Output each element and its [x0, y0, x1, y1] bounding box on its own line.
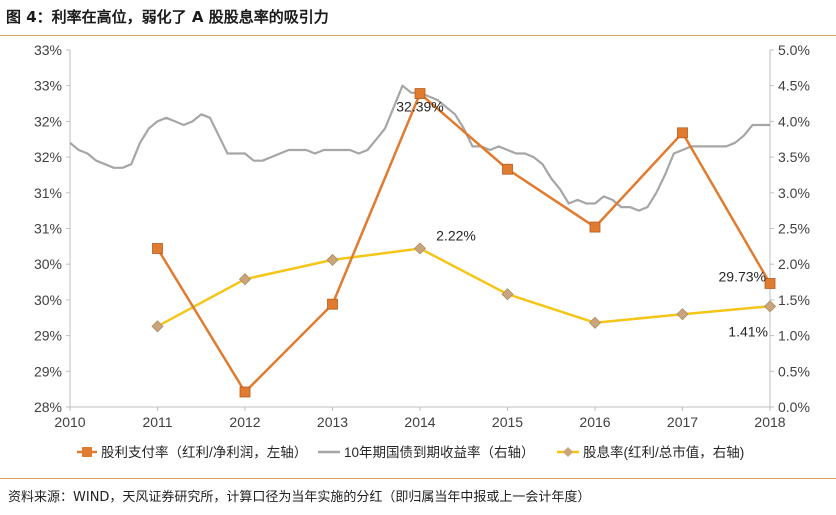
x-tick-label: 2018	[754, 414, 785, 430]
data-label: 2.22%	[436, 227, 476, 243]
dividend-yield-marker	[413, 242, 427, 255]
tick-labels-group: 28% 29% 29% 30% 30% 31% 31% 32% 32% 33% 33% 0.0% 0.5…	[34, 42, 810, 430]
annotations-group: 32.39% 2.22% 29.73% 1.41%	[396, 99, 768, 340]
dividend-yield-marker	[238, 273, 252, 286]
left-tick-label: 29%	[34, 328, 62, 344]
data-label: 29.73%	[719, 268, 766, 284]
left-tick-label: 32%	[34, 113, 62, 129]
legend-label: 10年期国债到期收益率（右轴）	[344, 444, 535, 460]
x-tick-label: 2010	[54, 414, 85, 430]
right-tick-label: 3.5%	[778, 149, 810, 165]
payout-ratio-marker	[327, 298, 338, 310]
payout-ratio-marker	[589, 221, 601, 233]
figure-title: 图 4：利率在高位，弱化了 A 股股息率的吸引力	[6, 8, 329, 26]
right-tick-label: 0.0%	[778, 399, 810, 415]
dividend-yield-marker	[501, 288, 514, 301]
left-tick-label: 33%	[34, 42, 62, 58]
legend-payout-marker	[82, 447, 92, 457]
payout-ratio-marker	[152, 243, 163, 254]
dividend-yield-marker	[588, 316, 602, 329]
x-tick-label: 2012	[229, 414, 260, 430]
data-label: 32.39%	[396, 99, 443, 115]
right-tick-label: 4.0%	[778, 113, 810, 129]
payout-ratio-marker	[764, 278, 776, 289]
top-rule	[0, 35, 836, 36]
dividend-yield-marker	[676, 308, 689, 321]
x-tick-label: 2017	[667, 414, 698, 430]
x-tick-label: 2011	[142, 414, 172, 430]
legend-label: 股息率(红利/总市值，右轴)	[583, 444, 744, 460]
left-tick-label: 33%	[34, 78, 62, 94]
dividend-yield-marker	[763, 300, 777, 313]
dividend-yield-marker	[326, 253, 339, 266]
data-label: 1.41%	[728, 323, 768, 339]
chart: 28% 29% 29% 30% 30% 31% 31% 32% 32% 33% 33% 0.0% 0.5…	[34, 42, 810, 460]
left-tick-label: 30%	[34, 256, 62, 272]
x-tick-label: 2013	[317, 414, 348, 430]
payout-ratio-marker	[677, 127, 688, 139]
legend-dividend-marker	[563, 447, 573, 457]
x-tick-label: 2014	[404, 414, 435, 430]
payout-ratio-marker	[414, 88, 426, 99]
left-tick-label: 30%	[34, 292, 62, 308]
right-tick-label: 0.5%	[778, 363, 810, 379]
payout-ratio-line	[156, 91, 772, 395]
legend-label: 股利支付率（红利/净利润，左轴）	[101, 444, 307, 460]
right-tick-label: 2.5%	[778, 221, 810, 237]
right-tick-label: 1.5%	[778, 292, 810, 308]
x-tick-label: 2016	[579, 414, 610, 430]
bottom-rule	[0, 478, 836, 479]
payout-ratio-marker	[239, 386, 251, 398]
payout-ratio-marker	[502, 163, 513, 175]
source-note: 资料来源：WIND，天风证券研究所，计算口径为当年实施的分红（即归属当年中报或上…	[8, 490, 591, 505]
series-group	[69, 84, 777, 398]
left-tick-label: 31%	[34, 221, 62, 237]
dividend-yield-line	[156, 247, 771, 328]
dividend-yield-marker	[151, 320, 164, 333]
right-tick-label: 4.5%	[778, 78, 810, 94]
left-tick-label: 28%	[34, 399, 62, 415]
left-tick-label: 29%	[34, 363, 62, 379]
right-tick-label: 1.0%	[778, 328, 810, 344]
right-tick-label: 5.0%	[778, 42, 810, 58]
left-tick-label: 32%	[34, 149, 62, 165]
left-tick-label: 31%	[34, 185, 62, 201]
legend-group: 股利支付率（红利/净利润，左轴） 10年期国债到期收益率（右轴） 股息率(红利/总市…	[77, 444, 744, 460]
axes-group	[66, 49, 774, 411]
x-tick-label: 2015	[492, 414, 523, 430]
right-tick-label: 3.0%	[778, 185, 810, 201]
right-tick-label: 2.0%	[778, 256, 810, 272]
